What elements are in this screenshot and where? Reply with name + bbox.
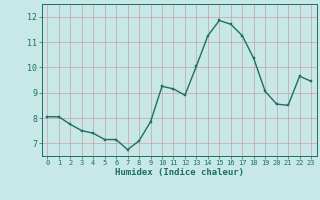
X-axis label: Humidex (Indice chaleur): Humidex (Indice chaleur) — [115, 168, 244, 177]
